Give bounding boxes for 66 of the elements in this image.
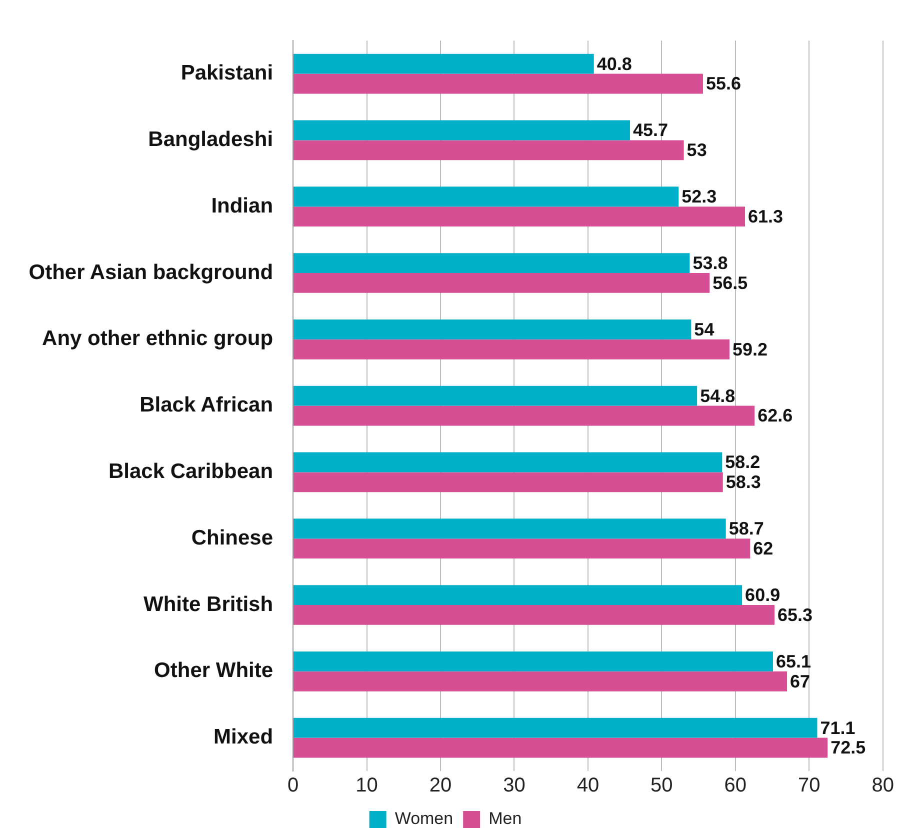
x-tick-label: 50 bbox=[650, 774, 673, 797]
x-tick-label: 0 bbox=[287, 774, 299, 797]
bar bbox=[294, 671, 788, 692]
legend-label: Men bbox=[488, 809, 522, 828]
data-label: 62 bbox=[753, 538, 774, 559]
data-label: 72.5 bbox=[830, 738, 866, 758]
y-tick-label: White British bbox=[144, 592, 274, 616]
x-tick-label: 70 bbox=[798, 774, 820, 797]
bar bbox=[294, 651, 774, 672]
y-tick-label: Indian bbox=[211, 194, 274, 218]
data-label: 40.8 bbox=[596, 54, 632, 74]
data-label: 65.1 bbox=[776, 651, 812, 672]
x-tick-label: 20 bbox=[429, 774, 452, 797]
data-label: 58.3 bbox=[726, 472, 761, 492]
data-label: 61.3 bbox=[748, 206, 784, 227]
x-tick-label: 80 bbox=[872, 774, 894, 797]
data-label: 52.3 bbox=[682, 186, 717, 207]
data-label: 59.2 bbox=[732, 339, 768, 360]
bar bbox=[294, 518, 726, 539]
data-label: 54.8 bbox=[700, 386, 736, 406]
x-tick-label: 60 bbox=[724, 774, 747, 797]
y-tick-label: Black African bbox=[140, 394, 274, 417]
y-tick-label: Other Asian background bbox=[28, 260, 274, 284]
data-label: 60.9 bbox=[745, 585, 780, 606]
bar bbox=[294, 319, 692, 340]
x-tick-label: 10 bbox=[356, 774, 378, 797]
data-label: 62.6 bbox=[758, 406, 793, 426]
x-tick-label: 40 bbox=[576, 774, 600, 797]
bar bbox=[294, 386, 698, 406]
bar bbox=[294, 253, 690, 273]
data-label: 45.7 bbox=[632, 120, 668, 140]
legend-label: Women bbox=[394, 809, 454, 828]
y-tick-label: Bangladeshi bbox=[148, 128, 274, 151]
bar bbox=[294, 186, 679, 207]
data-label: 53.8 bbox=[692, 253, 728, 274]
bar bbox=[294, 206, 745, 227]
y-tick-label: Mixed bbox=[214, 726, 274, 749]
bar bbox=[294, 273, 710, 293]
bar bbox=[294, 472, 723, 492]
bar bbox=[294, 538, 750, 559]
bar bbox=[294, 339, 730, 360]
bar bbox=[294, 120, 630, 140]
y-tick-label: Any other ethnic group bbox=[42, 327, 274, 350]
data-label: 65.3 bbox=[777, 604, 813, 625]
data-label: 71.1 bbox=[820, 718, 856, 738]
y-tick-label: Other White bbox=[154, 659, 274, 682]
data-label: 55.6 bbox=[706, 74, 742, 94]
bar bbox=[294, 585, 742, 605]
bar bbox=[294, 74, 703, 94]
bar bbox=[294, 54, 594, 74]
bar bbox=[294, 140, 684, 160]
data-label: 56.5 bbox=[712, 272, 748, 293]
y-tick-label: Chinese bbox=[191, 526, 274, 550]
bar bbox=[294, 605, 774, 625]
data-label: 67 bbox=[790, 671, 810, 692]
bar bbox=[294, 452, 722, 472]
data-label: 58.7 bbox=[728, 518, 764, 539]
y-tick-label: Pakistani bbox=[180, 62, 274, 85]
data-label: 54 bbox=[694, 319, 714, 340]
bar bbox=[294, 718, 818, 738]
bar bbox=[294, 738, 828, 758]
data-label: 53 bbox=[686, 140, 707, 160]
x-tick-label: 30 bbox=[503, 774, 526, 797]
bar bbox=[294, 406, 755, 426]
data-label: 58.2 bbox=[725, 452, 760, 472]
y-tick-label: Black Caribbean bbox=[108, 460, 274, 483]
